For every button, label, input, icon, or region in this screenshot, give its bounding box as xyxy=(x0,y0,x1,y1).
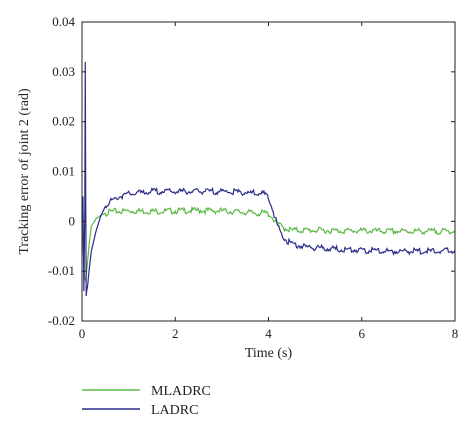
y-tick-label: -0.02 xyxy=(48,313,75,328)
y-tick-label: 0.02 xyxy=(52,114,75,129)
x-tick-label: 8 xyxy=(452,326,459,341)
legend: MLADRC LADRC xyxy=(82,384,211,418)
x-axis-label: Time (s) xyxy=(245,346,293,361)
ticks-layer: 0 2 4 6 8 -0.02 -0.01 0 0.01 0.02 0.03 0.04 xyxy=(48,14,458,341)
x-tick-label: 6 xyxy=(359,326,366,341)
x-tick-label: 2 xyxy=(172,326,179,341)
series-line-mladrc xyxy=(81,205,456,282)
x-tick-label: 0 xyxy=(79,326,86,341)
legend-label-ladrc: LADRC xyxy=(151,403,198,418)
y-tick-label: 0.03 xyxy=(52,64,75,79)
axes-layer xyxy=(81,21,456,322)
x-tick-label: 4 xyxy=(265,326,272,341)
y-tick-label: 0.04 xyxy=(52,14,75,29)
y-axis-label: Tracking error of joint 2 (rad) xyxy=(17,88,32,255)
legend-label-mladrc: MLADRC xyxy=(151,384,211,399)
plot-frame xyxy=(81,21,456,322)
series-layer xyxy=(81,61,456,297)
series-line-ladrc xyxy=(81,61,456,297)
y-tick-label: 0 xyxy=(69,213,76,228)
y-tick-label: -0.01 xyxy=(48,263,75,278)
y-tick-label: 0.01 xyxy=(52,164,75,179)
